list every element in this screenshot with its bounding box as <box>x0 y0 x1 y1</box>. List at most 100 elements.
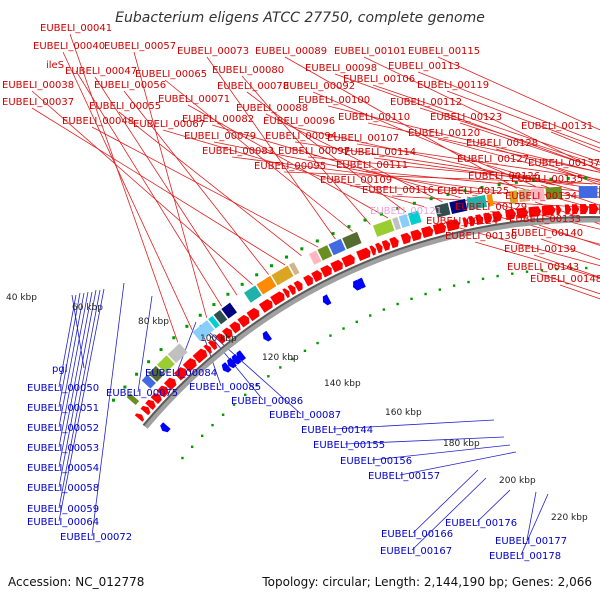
forward-leader-line <box>536 272 600 295</box>
forward-gene-label: EUBELI_00135 <box>511 174 583 185</box>
outer-tick-dot <box>172 336 176 340</box>
outer-tick-dot <box>285 255 289 259</box>
forward-leader-line <box>312 91 536 187</box>
forward-gene-label: EUBELI_00111 <box>336 160 408 171</box>
forward-gene-arrow <box>270 291 285 306</box>
reverse-gene-arrow <box>357 277 366 289</box>
forward-leader-line <box>474 241 600 279</box>
forward-gene-arrow <box>330 259 343 273</box>
forward-gene-arrow <box>282 288 290 299</box>
forward-leader-line <box>31 107 286 266</box>
forward-leader-line <box>349 185 600 198</box>
tick-label: 180 kbp <box>443 439 480 449</box>
forward-gene-label: EUBELI_00133 <box>509 214 581 225</box>
forward-leader-line <box>559 284 600 300</box>
forward-gene-arrow <box>421 226 434 239</box>
reverse-leader-line <box>58 288 105 522</box>
feature-block <box>372 219 395 237</box>
coordinate-tick-labels: 40 kbp 60 kbp 80 kbp 100 kbp 120 kbp 140 kbp 1… <box>6 293 588 523</box>
feature-block <box>256 275 277 295</box>
forward-gene-label: ileS <box>46 60 64 71</box>
inner-tick-dot <box>396 302 399 306</box>
feature-block <box>126 393 140 406</box>
forward-gene-arrow <box>173 367 188 381</box>
forward-gene-arrow <box>287 284 296 296</box>
outer-tick-dot <box>429 197 433 201</box>
feature-block <box>148 365 165 382</box>
reverse-gene-label: EUBELI_00054 <box>27 463 99 474</box>
forward-gene-arrow <box>556 204 562 215</box>
forward-leader-line <box>91 126 319 248</box>
forward-leader-line <box>133 51 208 318</box>
forward-gene-arrow <box>468 215 476 227</box>
forward-gene-label: EUBELI_00128 <box>466 138 538 149</box>
reverse-leader-line <box>399 451 517 476</box>
forward-gene-arrow <box>528 206 542 218</box>
reverse-gene-label: EUBELI_00052 <box>27 423 99 434</box>
forward-gene-label: EUBELI_00048 <box>62 116 134 127</box>
forward-leader-line <box>206 56 336 240</box>
outer-tick-dot <box>480 185 484 189</box>
tick-label: 220 kbp <box>551 513 588 523</box>
feature-block <box>466 195 488 211</box>
feature-block <box>141 374 156 389</box>
forward-gene-arrow <box>293 280 303 292</box>
forward-gene-label: EUBELI_00038 <box>2 80 74 91</box>
reverse-gene-label: EUBELI_00166 <box>381 529 453 540</box>
outer-tick-dot <box>112 398 116 402</box>
forward-gene-label: EUBELI_00057 <box>104 41 176 52</box>
outer-tick-dot <box>135 372 139 376</box>
forward-gene-arrow <box>140 405 151 416</box>
outer-tick-dot <box>315 239 319 243</box>
forward-gene-arrow <box>505 209 517 220</box>
forward-gene-arrow <box>303 274 313 287</box>
reverse-gene-label: EUBELI_00085 <box>189 382 261 393</box>
forward-gene-arrow <box>156 385 169 398</box>
tick-label: 120 kbp <box>262 353 299 363</box>
feature-block <box>289 262 300 276</box>
outer-tick-dot <box>379 212 383 216</box>
forward-leader-line <box>417 71 600 144</box>
outer-tick-dot <box>396 206 400 210</box>
forward-leader-line <box>365 170 600 194</box>
forward-gene-arrow <box>516 207 529 219</box>
forward-leader-line <box>246 91 407 213</box>
tick-label: 40 kbp <box>6 293 37 303</box>
outer-tick-dot <box>566 176 570 180</box>
feature-block <box>486 193 494 207</box>
inner-tick-dot <box>255 384 258 387</box>
forward-gene-label: EUBELI_00107 <box>327 133 399 144</box>
forward-leader-line <box>241 75 371 225</box>
inner-tick-dot <box>410 297 413 301</box>
reverse-gene-arrow <box>262 330 273 342</box>
inner-tick-marks <box>181 266 600 460</box>
forward-gene-arrow <box>182 358 197 373</box>
outer-tick-dot <box>255 273 259 277</box>
reverse-gene-label: EUBELI_00156 <box>340 456 412 467</box>
forward-gene-arrow <box>375 242 383 254</box>
feature-block <box>271 265 294 286</box>
outer-tick-dot <box>147 360 151 364</box>
forward-gene-label: EUBELI_00120 <box>408 128 480 139</box>
inner-tick-dot <box>244 393 247 397</box>
outer-tick-dot <box>331 232 335 236</box>
inner-tick-dot <box>181 456 184 460</box>
reverse-gene-label: EUBELI_00053 <box>27 443 99 454</box>
tick-label: 140 kbp <box>324 379 361 389</box>
reverse-gene-label: EUBELI_00064 <box>27 517 99 528</box>
feature-block <box>221 302 238 319</box>
forward-leader-line <box>213 141 480 195</box>
inner-tick-dot <box>496 274 499 278</box>
forward-leader-line <box>437 138 600 183</box>
reverse-leader-line <box>58 294 77 388</box>
reverse-gene-label: EUBELI_00059 <box>27 504 99 515</box>
reverse-gene-label: EUBELI_00178 <box>489 551 561 562</box>
feature-block <box>342 231 362 250</box>
forward-gene-arrow <box>258 298 273 313</box>
forward-leader-line <box>162 129 425 208</box>
reverse-gene-arrow <box>322 294 332 306</box>
forward-gene-arrow <box>150 393 162 405</box>
inner-tick-dot <box>382 308 386 311</box>
forward-leader-line <box>283 171 600 185</box>
forward-gene-arrow <box>410 229 422 242</box>
